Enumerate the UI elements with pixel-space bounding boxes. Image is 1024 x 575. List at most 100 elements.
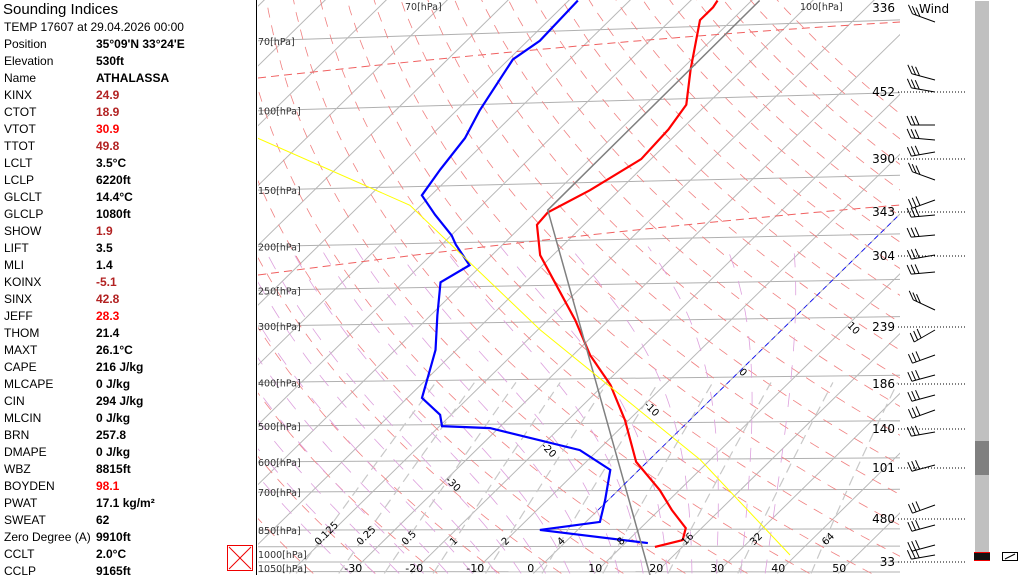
index-label: GLCLP bbox=[4, 207, 44, 221]
mixing-ratio-line bbox=[810, 382, 899, 574]
dry-adiabat bbox=[669, 0, 900, 217]
index-row: Position 35°09'N 33°24'E bbox=[4, 37, 224, 54]
mixing-ratio-line bbox=[295, 382, 437, 574]
isobar bbox=[258, 457, 900, 463]
isotherm bbox=[258, 0, 570, 306]
index-value: 1080ft bbox=[96, 207, 131, 221]
dry-adiabat bbox=[258, 179, 624, 574]
index-label: THOM bbox=[4, 326, 40, 340]
isobar bbox=[258, 528, 900, 531]
isobar bbox=[258, 174, 900, 191]
right-axis-label: 140 bbox=[872, 422, 895, 436]
isotherm bbox=[655, 332, 900, 574]
index-value: 17.1 kg/m² bbox=[96, 496, 155, 510]
dry-adiabat bbox=[293, 0, 810, 574]
index-row: SINX 42.8 bbox=[4, 292, 224, 309]
isotherm bbox=[411, 93, 900, 574]
index-value: 2.0°C bbox=[96, 547, 127, 561]
index-label: CIN bbox=[4, 394, 25, 408]
isobar bbox=[258, 278, 900, 291]
wind-barb bbox=[908, 290, 936, 311]
wind-barb bbox=[906, 227, 936, 238]
index-row: CCLP 9165ft bbox=[4, 564, 224, 575]
scrollbar-thumb[interactable] bbox=[975, 441, 989, 475]
index-value: 24.9 bbox=[96, 88, 120, 102]
index-value: 49.8 bbox=[96, 139, 120, 153]
wind-barb bbox=[906, 264, 936, 275]
index-value: ATHALASSA bbox=[96, 71, 170, 85]
vertical-scrollbar[interactable] bbox=[975, 1, 989, 561]
moist-adiabat bbox=[647, 246, 719, 574]
isobar bbox=[258, 488, 900, 493]
index-label: Position bbox=[4, 37, 47, 51]
pressure-label: 1000[hPa] bbox=[258, 550, 307, 561]
index-value: 98.1 bbox=[96, 479, 120, 493]
close-icon[interactable] bbox=[227, 545, 253, 571]
wind-barb bbox=[907, 162, 936, 181]
index-row: LCLT 3.5°C bbox=[4, 156, 224, 173]
index-label: SWEAT bbox=[4, 513, 46, 527]
pressure-label: 1050[hPa] bbox=[258, 564, 307, 575]
wind-barb bbox=[906, 128, 936, 141]
mixing-ratio-line bbox=[602, 382, 714, 574]
temperature-tick: 50 bbox=[832, 562, 846, 575]
index-value: -5.1 bbox=[96, 275, 117, 289]
index-row: CIN 294 J/kg bbox=[4, 394, 224, 411]
index-value: 3.5 bbox=[96, 241, 113, 255]
isobar bbox=[258, 374, 900, 383]
moist-adiabat bbox=[289, 246, 546, 574]
index-label: VTOT bbox=[4, 122, 36, 136]
index-row: LIFT 3.5 bbox=[4, 241, 224, 258]
moist-adiabat bbox=[258, 357, 449, 574]
index-value: 0 J/kg bbox=[96, 445, 131, 459]
dry-adiabat bbox=[534, 0, 900, 351]
temperature-tick: 30 bbox=[710, 562, 724, 575]
mixing-ratio-line bbox=[667, 382, 772, 574]
temperature-tick: -30 bbox=[344, 562, 362, 575]
index-row: LCLP 6220ft bbox=[4, 173, 224, 190]
index-row: THOM 21.4 bbox=[4, 326, 224, 343]
sounding-id: TEMP 17607 at 29.04.2026 00:00 bbox=[4, 20, 184, 34]
moist-adiabat bbox=[319, 246, 571, 574]
index-row: BOYDEN 98.1 bbox=[4, 479, 224, 496]
mixing-ratio-line bbox=[338, 382, 476, 574]
mixing-ratio-line bbox=[383, 382, 517, 574]
index-row: MLI 1.4 bbox=[4, 258, 224, 275]
wind-barb bbox=[907, 459, 936, 472]
wind-barb bbox=[906, 78, 936, 93]
index-label: LIFT bbox=[4, 241, 29, 255]
index-label: MLCIN bbox=[4, 411, 42, 425]
right-axis-label: 480 bbox=[872, 512, 895, 526]
right-axis-label: 304 bbox=[872, 249, 895, 263]
wind-barb bbox=[906, 248, 936, 260]
dry-adiabat bbox=[561, 0, 900, 323]
mixing-ratio-line bbox=[485, 382, 609, 574]
scroll-position-marker[interactable] bbox=[974, 552, 990, 561]
temperature-tick: -10 bbox=[466, 562, 484, 575]
index-label: WBZ bbox=[4, 462, 31, 476]
right-axis-label: 33 bbox=[880, 555, 895, 569]
right-axis-label: 101 bbox=[872, 461, 895, 475]
index-label: KOINX bbox=[4, 275, 42, 289]
isotherm bbox=[533, 213, 900, 574]
index-row: WBZ 8815ft bbox=[4, 462, 224, 479]
index-label: BRN bbox=[4, 428, 30, 442]
index-value: 26.1°C bbox=[96, 343, 133, 357]
wind-barb bbox=[907, 519, 936, 532]
wind-barb bbox=[906, 425, 936, 437]
index-value: 42.8 bbox=[96, 292, 120, 306]
index-row: VTOT 30.9 bbox=[4, 122, 224, 139]
wind-barb bbox=[907, 539, 936, 552]
pressure-label: 400[hPa] bbox=[258, 378, 301, 389]
isotherm bbox=[258, 0, 692, 426]
mixing-ratio-tick: 0.125 bbox=[313, 520, 341, 548]
mixing-ratio-tick: 32 bbox=[748, 531, 765, 548]
legend-toggle-icon[interactable] bbox=[1002, 552, 1018, 561]
index-value: 6220ft bbox=[96, 173, 131, 187]
wind-barb bbox=[907, 196, 936, 209]
isotherm bbox=[258, 0, 387, 127]
moist-adiabat bbox=[442, 246, 644, 574]
wind-barb bbox=[906, 145, 936, 157]
index-value: 1.4 bbox=[96, 258, 113, 272]
